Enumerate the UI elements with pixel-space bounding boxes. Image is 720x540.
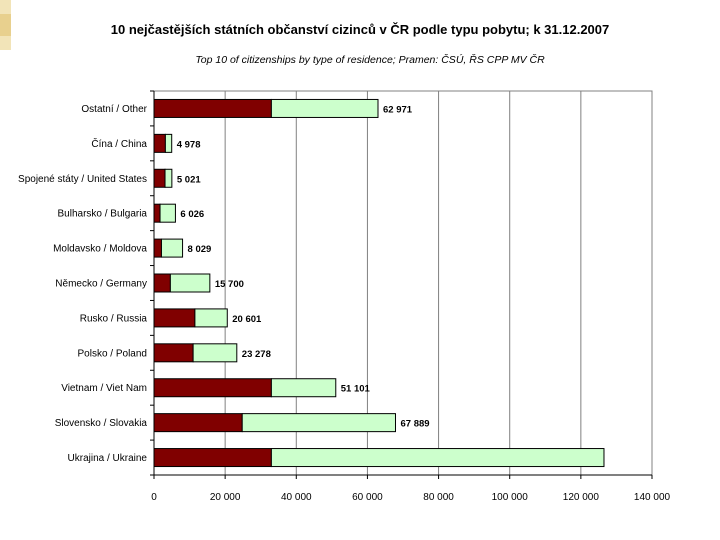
bar-segment-series-2 <box>192 343 238 363</box>
bar-segment-series-2 <box>164 133 173 153</box>
bar-segment-series-1 <box>153 448 272 468</box>
x-tick-label: 140 000 <box>634 492 671 503</box>
bar-segment-series-1 <box>153 273 171 293</box>
category-label: Čína / China <box>91 137 147 150</box>
bar-segment-series-1 <box>153 168 166 188</box>
category-label: Moldavsko / Moldova <box>53 244 147 255</box>
category-label: Ostatní / Other <box>81 104 147 115</box>
category-label: Bulharsko / Bulgaria <box>58 209 148 220</box>
bar-segment-series-2 <box>160 238 184 258</box>
total-value-label: 6 026 <box>180 209 204 220</box>
bars <box>153 98 605 468</box>
bar-segment-series-2 <box>270 448 605 468</box>
bar-segment-series-1 <box>153 133 166 153</box>
category-label: Rusko / Russia <box>80 313 148 324</box>
bar-segment-series-1 <box>153 308 196 328</box>
total-value-label: 15 700 <box>215 279 244 290</box>
bar-segment-series-2 <box>241 413 396 433</box>
category-label: Spojené státy / United States <box>18 174 147 185</box>
total-value-label: 67 889 <box>400 419 429 430</box>
bar-segment-series-2 <box>169 273 211 293</box>
category-label: Vietnam / Viet Nam <box>61 383 147 394</box>
chart-title: 10 nejčastějších státních občanství cizi… <box>110 22 610 37</box>
x-tick-label: 20 000 <box>210 492 241 503</box>
chart-subtitle: Top 10 of citizenships by type of reside… <box>195 54 545 66</box>
category-label: Polsko / Poland <box>78 348 148 359</box>
slide-corner-decoration <box>0 0 11 50</box>
category-label: Ukrajina / Ukraine <box>68 453 148 464</box>
bar-segment-series-2 <box>270 378 337 398</box>
bar-segment-series-1 <box>153 343 194 363</box>
total-value-label: 51 101 <box>341 384 371 395</box>
total-value-label: 4 978 <box>177 139 201 150</box>
category-label: Německo / Germany <box>55 279 147 290</box>
bar-segment-series-2 <box>159 203 176 223</box>
bar-segment-series-2 <box>164 168 173 188</box>
bar-segment-series-2 <box>270 98 379 118</box>
x-tick-label: 0 <box>151 492 157 503</box>
bar-segment-series-1 <box>153 203 161 223</box>
bar-segment-series-1 <box>153 238 162 258</box>
labels: Ostatní / Other 62 971 Čína / China 4 978 Sp… <box>18 104 430 464</box>
total-value-label: 23 278 <box>242 349 271 360</box>
total-value-label: 8 029 <box>188 244 212 255</box>
total-value-label: 20 601 <box>232 314 262 325</box>
bar-segment-series-2 <box>194 308 228 328</box>
x-tick-label: 60 000 <box>352 492 383 503</box>
x-tick-label: 80 000 <box>423 492 454 503</box>
x-tick-label: 40 000 <box>281 492 312 503</box>
bar-segment-series-1 <box>153 413 243 433</box>
total-value-label: 62 971 <box>383 104 413 115</box>
axes: 0 20 000 40 000 60 000 80 000 100 000 120 000 1… <box>150 90 671 503</box>
bar-segment-series-1 <box>153 378 272 398</box>
x-tick-label: 100 000 <box>492 492 529 503</box>
total-value-label: 5 021 <box>177 174 201 185</box>
category-label: Slovensko / Slovakia <box>55 418 148 429</box>
x-tick-label: 120 000 <box>563 492 600 503</box>
bar-segment-series-1 <box>153 98 272 118</box>
